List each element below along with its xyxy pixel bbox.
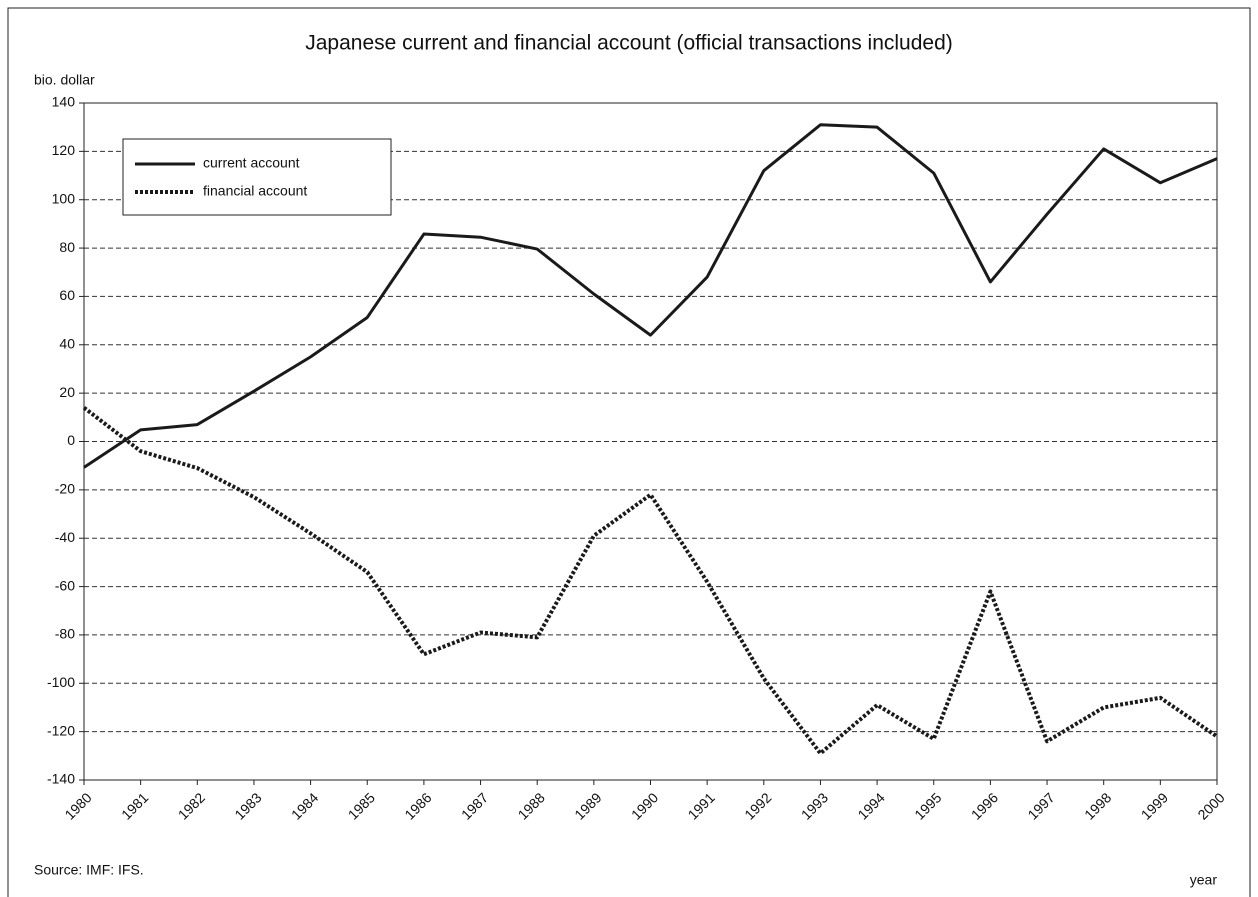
chart-title: Japanese current and financial account (… — [305, 32, 953, 55]
y-tick-label: 0 — [67, 432, 75, 448]
y-tick-label: 40 — [59, 335, 75, 351]
x-tick-label: 1985 — [345, 789, 378, 822]
legend-label: current account — [203, 155, 300, 171]
x-tick-label: 1994 — [854, 789, 887, 822]
x-tick-label: 1991 — [685, 789, 718, 822]
x-tick-label: 1990 — [628, 789, 661, 822]
x-axis-label: year — [1190, 872, 1218, 888]
y-tick-label: -120 — [47, 722, 75, 738]
y-axis-label: bio. dollar — [34, 72, 95, 88]
y-tick-label: 120 — [52, 142, 76, 158]
x-tick-label: 1995 — [911, 789, 944, 822]
x-tick-label: 1993 — [798, 789, 831, 822]
y-tick-label: 20 — [59, 384, 75, 400]
x-tick-label: 2000 — [1194, 789, 1227, 822]
y-tick-label: 60 — [59, 287, 75, 303]
line-series — [83, 123, 1218, 469]
x-tick-label: 1999 — [1138, 789, 1171, 822]
y-tick-label: -140 — [47, 771, 75, 787]
x-tick-label: 1997 — [1024, 789, 1057, 822]
x-tick-label: 1984 — [288, 789, 321, 822]
y-tick-label: 140 — [52, 94, 76, 110]
x-tick-label: 1980 — [61, 789, 94, 822]
x-tick-label: 1998 — [1081, 789, 1114, 822]
legend-label: financial account — [203, 183, 307, 199]
plot-area — [83, 102, 1218, 781]
y-tick-label: 80 — [59, 239, 75, 255]
x-tick-label: 1992 — [741, 789, 774, 822]
frame — [7, 7, 1251, 897]
x-tick-label: 1988 — [515, 789, 548, 822]
y-tick-label: -60 — [55, 577, 75, 593]
x-tick-label: 1981 — [118, 789, 151, 822]
x-tick-label: 1982 — [175, 789, 208, 822]
y-tick-label: -40 — [55, 529, 75, 545]
y-tick-label: -100 — [47, 674, 75, 690]
y-tick-label: -80 — [55, 626, 75, 642]
y-tick-label: -20 — [55, 481, 75, 497]
x-tick-label: 1996 — [968, 789, 1001, 822]
source-note: Source: IMF: IFS. — [34, 862, 144, 878]
x-tick-label: 1987 — [458, 789, 491, 822]
y-tick-label: 100 — [52, 190, 76, 206]
legend-box — [122, 138, 392, 216]
x-tick-label: 1986 — [401, 789, 434, 822]
x-tick-label: 1983 — [231, 789, 264, 822]
x-tick-label: 1989 — [571, 789, 604, 822]
line-series — [82, 406, 1219, 756]
